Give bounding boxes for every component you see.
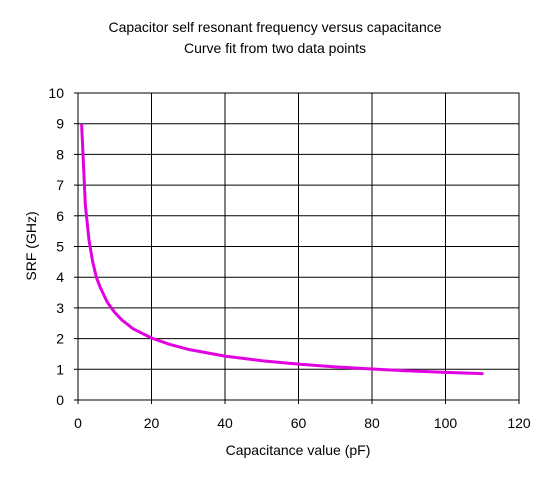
srf-curve-line — [80, 123, 484, 376]
tick-labels: 0 20 40 60 80 100 120 0 1 2 3 4 5 6 7 8 9 10 — [48, 85, 530, 431]
y-axis-label: SRF (GHz) — [23, 211, 39, 280]
y-tick-label: 8 — [56, 146, 64, 162]
chart-title: Capacitor self resonant frequency versus… — [108, 19, 441, 35]
y-tick-label: 9 — [56, 116, 64, 132]
y-tick-label: 4 — [56, 269, 64, 285]
y-tick-label: 0 — [56, 392, 64, 408]
x-tick-label: 0 — [74, 415, 82, 431]
y-tick-label: 10 — [48, 85, 64, 101]
y-tick-label: 3 — [56, 300, 64, 316]
chart-subtitle: Curve fit from two data points — [184, 40, 366, 56]
x-tick-label: 100 — [434, 415, 458, 431]
series-layer — [80, 123, 484, 376]
y-tick-label: 1 — [56, 361, 64, 377]
y-tick-label: 7 — [56, 177, 64, 193]
x-tick-label: 40 — [217, 415, 233, 431]
x-tick-label: 120 — [507, 415, 531, 431]
x-tick-label: 80 — [364, 415, 380, 431]
y-tick-label: 6 — [56, 208, 64, 224]
y-tick-label: 5 — [56, 239, 64, 255]
x-tick-label: 60 — [291, 415, 307, 431]
grid — [78, 93, 519, 400]
y-tick-label: 2 — [56, 331, 64, 347]
x-tick-label: 20 — [144, 415, 160, 431]
x-axis-label: Capacitance value (pF) — [226, 442, 371, 458]
